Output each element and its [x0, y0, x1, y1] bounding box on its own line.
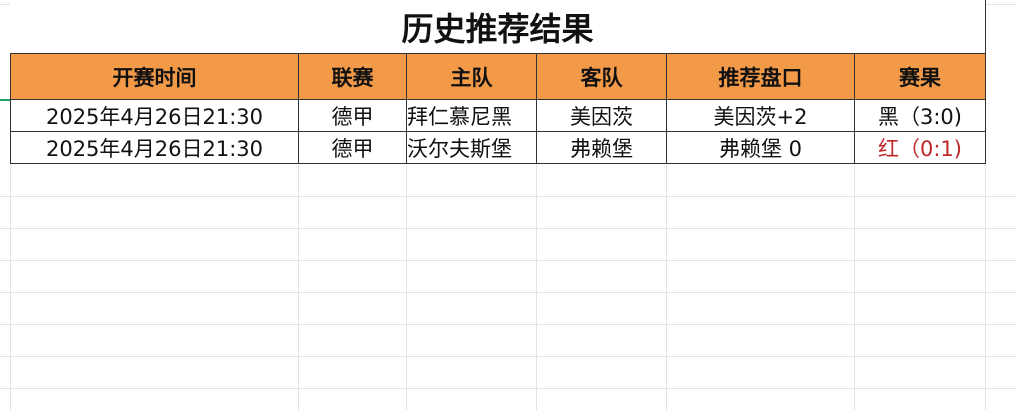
cell-away[interactable]: 美因茨 [536, 99, 667, 132]
header-result[interactable]: 赛果 [854, 53, 986, 100]
header-away[interactable]: 客队 [536, 53, 667, 100]
cell-pick[interactable]: 弗赖堡 0 [666, 131, 855, 164]
row-selection-indicator [0, 99, 10, 101]
header-time[interactable]: 开赛时间 [10, 53, 299, 100]
cell-home[interactable]: 沃尔夫斯堡 [406, 131, 537, 164]
table-row: 2025年4月26日21:30 德甲 拜仁慕尼黑 美因茨 美因茨+2 黑（3:0… [10, 99, 986, 132]
header-row: 开赛时间 联赛 主队 客队 推荐盘口 赛果 [10, 53, 986, 100]
cell-time[interactable]: 2025年4月26日21:30 [10, 131, 299, 164]
sheet-title[interactable]: 历史推荐结果 [10, 0, 986, 53]
cell-result[interactable]: 黑（3:0) [854, 99, 986, 132]
cell-away[interactable]: 弗赖堡 [536, 131, 667, 164]
cell-result[interactable]: 红（0:1) [854, 131, 986, 164]
cell-time[interactable]: 2025年4月26日21:30 [10, 99, 299, 132]
header-pick[interactable]: 推荐盘口 [666, 53, 855, 100]
cell-league[interactable]: 德甲 [298, 131, 407, 164]
cell-pick[interactable]: 美因茨+2 [666, 99, 855, 132]
results-table: 开赛时间 联赛 主队 客队 推荐盘口 赛果 2025年4月26日21:30 德甲… [10, 53, 986, 164]
cell-league[interactable]: 德甲 [298, 99, 407, 132]
cell-home[interactable]: 拜仁慕尼黑 [406, 99, 537, 132]
header-league[interactable]: 联赛 [298, 53, 407, 100]
table-row: 2025年4月26日21:30 德甲 沃尔夫斯堡 弗赖堡 弗赖堡 0 红（0:1… [10, 131, 986, 164]
header-home[interactable]: 主队 [406, 53, 537, 100]
